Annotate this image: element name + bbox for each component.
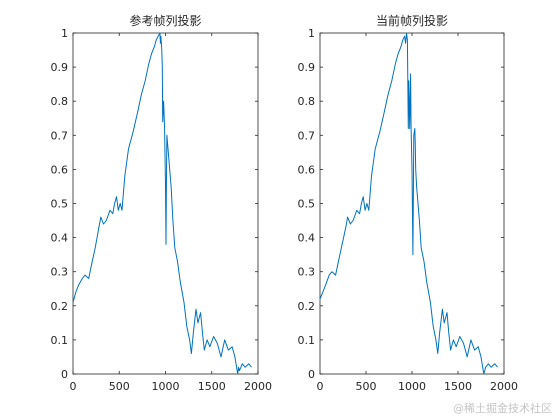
y-tick-label: 1 [61,27,68,40]
x-tick-label: 1500 [198,380,226,393]
y-tick-label: 0.3 [51,266,69,279]
x-tick-label: 2000 [244,380,272,393]
y-tick-label: 0 [308,368,315,381]
y-tick-label: 0.9 [51,61,69,74]
y-tick-label: 0.2 [51,300,69,313]
x-tick-label: 1500 [444,380,472,393]
y-tick-label: 0.4 [298,232,316,245]
y-tick-label: 0.7 [51,129,69,142]
y-tick-label: 0 [61,368,68,381]
watermark: @稀土掘金技术社区 [453,402,552,415]
x-tick-label: 500 [109,380,130,393]
series-line-1-1 [72,32,252,375]
y-tick-label: 1 [308,27,315,40]
y-tick-label: 0.6 [298,163,316,176]
y-tick-label: 0.3 [298,266,316,279]
chart-title-1: 参考帧列投影 [129,13,201,28]
y-tick-label: 0.2 [298,300,316,313]
x-tick-label: 0 [70,380,77,393]
y-tick-label: 0.4 [51,232,69,245]
x-tick-label: 1000 [398,380,426,393]
y-tick-label: 0.8 [51,95,69,108]
x-tick-label: 500 [356,380,377,393]
y-tick-label: 0.6 [51,163,69,176]
y-tick-label: 0.1 [51,334,69,347]
y-tick-label: 0.5 [51,198,69,211]
y-tick-label: 0.9 [298,61,316,74]
x-tick-label: 2000 [490,380,518,393]
y-tick-label: 0.5 [298,198,316,211]
series-line-2-1 [319,32,498,375]
y-tick-label: 0.7 [298,129,316,142]
y-tick-label: 0.1 [298,334,316,347]
x-tick-label: 1000 [152,380,180,393]
y-tick-label: 0.8 [298,95,316,108]
chart-title-2: 当前帧列投影 [376,13,448,28]
x-tick-label: 0 [317,380,324,393]
